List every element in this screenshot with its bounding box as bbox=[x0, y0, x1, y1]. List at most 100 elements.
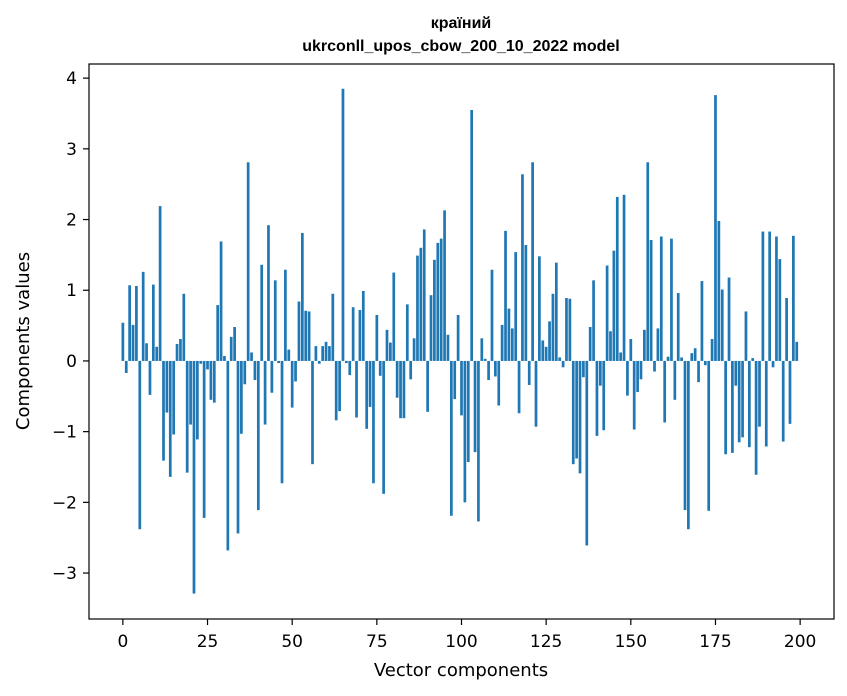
bar bbox=[690, 353, 694, 361]
bar bbox=[595, 360, 599, 436]
x-tick-label: 100 bbox=[445, 632, 477, 652]
bar bbox=[294, 360, 297, 382]
bar bbox=[656, 328, 660, 361]
bar bbox=[605, 265, 609, 361]
bar bbox=[253, 360, 257, 381]
bar bbox=[676, 293, 680, 361]
bar bbox=[477, 360, 480, 522]
bar bbox=[165, 360, 169, 413]
bar bbox=[703, 360, 707, 366]
y-axis-ticks: −3 −2 −1 0 1 2 3 4 bbox=[52, 69, 89, 584]
bar bbox=[412, 338, 416, 361]
bar bbox=[199, 360, 203, 364]
y-tick-label: 2 bbox=[66, 211, 77, 231]
bar bbox=[524, 244, 528, 361]
bar bbox=[324, 341, 328, 361]
bar bbox=[138, 360, 142, 530]
bar bbox=[602, 360, 606, 431]
bar bbox=[331, 293, 335, 361]
bar bbox=[615, 196, 619, 361]
bar bbox=[700, 281, 704, 361]
bar bbox=[429, 295, 433, 361]
bar bbox=[192, 360, 196, 594]
bar bbox=[260, 264, 264, 361]
bar bbox=[670, 238, 673, 361]
bar bbox=[345, 360, 348, 364]
bar bbox=[202, 360, 206, 518]
bar bbox=[358, 310, 362, 361]
bar bbox=[162, 360, 165, 461]
x-tick-label: 25 bbox=[197, 632, 219, 652]
bar bbox=[666, 356, 670, 361]
bar bbox=[531, 162, 534, 361]
chart-title: країний bbox=[431, 15, 492, 32]
bar bbox=[236, 360, 240, 534]
bar bbox=[724, 360, 727, 455]
bar bbox=[768, 231, 772, 361]
bar bbox=[311, 360, 314, 465]
bar bbox=[751, 358, 755, 361]
bar bbox=[643, 329, 646, 361]
bar bbox=[561, 360, 565, 368]
bar bbox=[453, 360, 457, 400]
bar bbox=[372, 360, 375, 484]
y-tick-label: −3 bbox=[52, 564, 77, 584]
bar bbox=[341, 88, 345, 361]
bar bbox=[646, 162, 650, 361]
bar bbox=[456, 314, 460, 361]
bar bbox=[277, 360, 280, 364]
chart-subtitle: ukrconll_upos_cbow_200_10_2022 model bbox=[302, 38, 619, 55]
bar bbox=[338, 360, 341, 412]
bar bbox=[128, 285, 131, 361]
bar bbox=[598, 360, 602, 386]
bar bbox=[741, 360, 744, 438]
bar bbox=[592, 280, 595, 361]
bar bbox=[307, 311, 311, 361]
bar bbox=[629, 339, 633, 361]
bar bbox=[714, 95, 717, 361]
bar bbox=[795, 341, 799, 361]
bar bbox=[758, 360, 761, 427]
bar bbox=[487, 360, 490, 381]
bar bbox=[368, 360, 372, 407]
y-axis-label: Components values bbox=[13, 252, 34, 430]
bars-group bbox=[121, 88, 799, 594]
bar bbox=[761, 231, 765, 361]
bar bbox=[720, 289, 724, 361]
bar bbox=[449, 360, 453, 516]
bar bbox=[683, 360, 687, 511]
bar bbox=[500, 324, 504, 361]
bar bbox=[544, 346, 548, 361]
bar bbox=[206, 360, 209, 370]
bar bbox=[212, 360, 216, 403]
bar bbox=[771, 360, 775, 368]
x-tick-label: 175 bbox=[699, 632, 731, 652]
bar bbox=[436, 242, 440, 361]
bar bbox=[480, 338, 484, 361]
bar bbox=[707, 360, 711, 511]
bar bbox=[246, 162, 250, 361]
bar bbox=[446, 334, 450, 361]
bar bbox=[351, 307, 355, 361]
bar bbox=[439, 238, 443, 361]
bar bbox=[405, 304, 409, 361]
bar bbox=[185, 360, 189, 473]
bar bbox=[510, 328, 514, 361]
bar bbox=[300, 232, 304, 361]
x-tick-label: 150 bbox=[615, 632, 647, 652]
bar bbox=[270, 360, 274, 393]
bar bbox=[554, 262, 558, 361]
bar bbox=[754, 360, 758, 475]
bar bbox=[785, 298, 788, 361]
bar bbox=[334, 360, 338, 421]
bar bbox=[155, 346, 159, 361]
bar bbox=[460, 360, 463, 416]
bar bbox=[148, 360, 152, 395]
bar bbox=[361, 290, 365, 361]
bar bbox=[145, 343, 148, 361]
bar bbox=[131, 324, 135, 361]
bar bbox=[490, 269, 494, 361]
bar bbox=[639, 360, 643, 380]
bar bbox=[233, 327, 236, 361]
bar bbox=[734, 360, 738, 386]
